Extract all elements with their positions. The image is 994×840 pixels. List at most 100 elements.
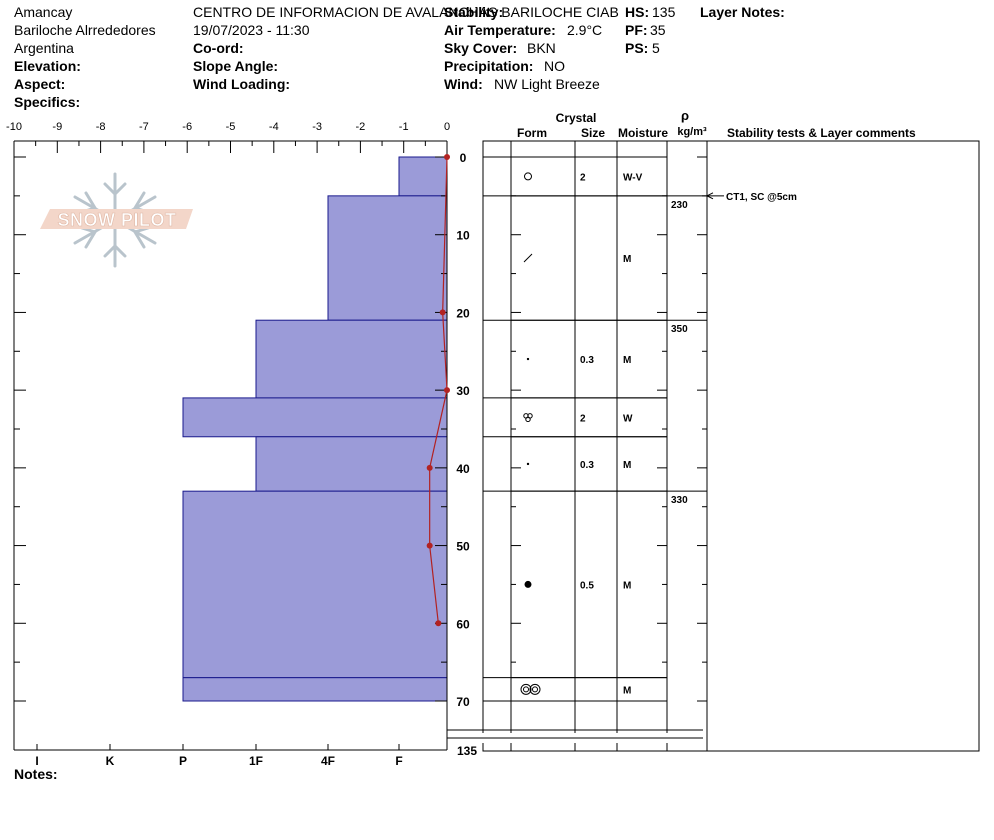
hardness-bar <box>182 677 448 702</box>
hardness-tick-label: 4F <box>321 754 335 768</box>
crystal-header: Crystal <box>556 111 597 125</box>
air-temp-value: 2.9°C <box>567 22 603 38</box>
wind-loading-label: Wind Loading: <box>193 76 291 92</box>
hardness-bar <box>255 436 448 492</box>
stability-test-arrowhead <box>705 192 714 200</box>
temperature-point <box>426 542 433 549</box>
hardness-bar <box>327 195 448 321</box>
layer-notes-label: Layer Notes: <box>700 4 785 20</box>
density-value: 330 <box>671 495 688 506</box>
density-value: 230 <box>671 200 688 211</box>
ps-value: 5 <box>652 40 660 56</box>
country: Argentina <box>14 40 74 56</box>
hardness-bars <box>182 156 448 702</box>
slope-angle-label: Slope Angle: <box>193 58 279 74</box>
datetime: 19/07/2023 - 11:30 <box>193 22 310 38</box>
temperature-tick-label: -3 <box>312 121 322 133</box>
elevation-label: Elevation: <box>14 58 81 74</box>
icon-shape <box>529 683 541 695</box>
temperature-tick-label: -4 <box>269 121 279 133</box>
depth-axis: 0 10 20 30 40 50 60 70 135 <box>13 141 477 758</box>
pf-label: PF: <box>625 22 648 38</box>
layer-size: 0.3 <box>580 355 594 366</box>
temperature-tick-label: -10 <box>6 121 22 133</box>
temperature-line <box>429 156 448 624</box>
depth-tick-label: 0 <box>460 151 467 165</box>
logo-text: SNOW PILOT <box>58 210 177 230</box>
density-value: 350 <box>671 324 688 335</box>
temperature-tick-label: -9 <box>52 121 62 133</box>
temperature-tick-label: -8 <box>96 121 106 133</box>
layer-size: 0.5 <box>580 580 594 591</box>
depth-tick-label: 60 <box>456 617 470 631</box>
sky-cover-value: BKN <box>527 40 556 56</box>
sky-cover-label: Sky Cover: <box>444 40 518 56</box>
temperature-tick-label: -6 <box>182 121 192 133</box>
stability-test-label: CT1, SC @5cm <box>726 192 797 203</box>
notes-label: Notes: <box>14 766 58 782</box>
temperature-tick-label: -2 <box>356 121 366 133</box>
temperature-axis: -10 -9 -8 -7 -6 -5 -4 -3 -2 -1 0 <box>6 121 450 153</box>
stability-label: Stability: <box>444 4 504 20</box>
clustered-grains-icon <box>523 413 533 423</box>
layer-rows: 2 W-V M 0.3 M 2 W 0.3 M 0.5 M M 230 350 330 CT1, SC @5c… <box>483 156 797 702</box>
hardness-bar <box>182 490 448 679</box>
depth-tick-label: 50 <box>456 540 470 554</box>
hardness-bar <box>255 319 448 399</box>
pf-value: 35 <box>650 22 666 38</box>
layer-moisture: M <box>623 460 631 471</box>
layer-table-headers: Crystal Form Size Moisture ρ kg/m³ Stabi… <box>517 108 916 140</box>
precipitation-value: NO <box>544 58 565 74</box>
air-temp-label: Air Temperature: <box>444 22 556 38</box>
facet-slash-icon <box>523 253 533 263</box>
layer-moisture: M <box>623 355 631 366</box>
organization: CENTRO DE INFORMACION DE AVALANCHAS BARI… <box>193 4 619 20</box>
location: Amancay <box>14 4 73 20</box>
layer-size: 0.3 <box>580 460 594 471</box>
temperature-tick-label: -5 <box>226 121 236 133</box>
icon-shape <box>523 253 533 263</box>
region: Bariloche Alrrededores <box>14 22 156 38</box>
temperature-point <box>426 464 433 471</box>
icon-shape <box>526 462 530 466</box>
hardness-tick-label: 1F <box>249 754 263 768</box>
hardness-tick-label: P <box>179 754 187 768</box>
hs-label: HS: <box>625 4 650 20</box>
layer-moisture: W <box>623 413 633 424</box>
hardness-tick-label: I <box>35 754 38 768</box>
precipitation-label: Precipitation: <box>444 58 534 74</box>
size-header: Size <box>581 126 605 140</box>
temperature-profile <box>426 154 450 627</box>
hardness-tick-label: K <box>106 754 115 768</box>
temperature-point <box>439 309 446 316</box>
temperature-point <box>444 154 450 160</box>
depth-tick-label: 10 <box>456 229 470 243</box>
layer-moisture: M <box>623 685 631 696</box>
wind-value: NW Light Breeze <box>494 76 600 92</box>
depth-tick-label: 70 <box>456 695 470 709</box>
moisture-header: Moisture <box>618 126 668 140</box>
layer-moisture: M <box>623 254 631 265</box>
layer-moisture: W-V <box>623 172 643 183</box>
table-border <box>482 140 980 752</box>
hardness-tick-label: F <box>395 754 402 768</box>
large-dot-icon <box>524 580 532 588</box>
depth-tick-label: 20 <box>456 306 470 320</box>
density-unit-header: kg/m³ <box>677 126 707 138</box>
hs-value: 135 <box>652 4 676 20</box>
aspect-label: Aspect: <box>14 76 66 92</box>
depth-tick-label: 30 <box>456 384 470 398</box>
hardness-bar <box>398 156 448 197</box>
icon-shape <box>524 580 532 588</box>
temperature-tick-label: -7 <box>139 121 149 133</box>
icon-shape <box>523 686 529 693</box>
icon-shape <box>532 686 538 693</box>
temperature-point <box>435 620 442 627</box>
temperature-tick-label: 0 <box>444 121 450 133</box>
hardness-bar <box>182 397 448 438</box>
layer-size: 2 <box>580 413 586 424</box>
temperature-point <box>444 387 450 394</box>
rho-header: ρ <box>681 108 689 123</box>
melt-forms-icon <box>520 683 541 695</box>
